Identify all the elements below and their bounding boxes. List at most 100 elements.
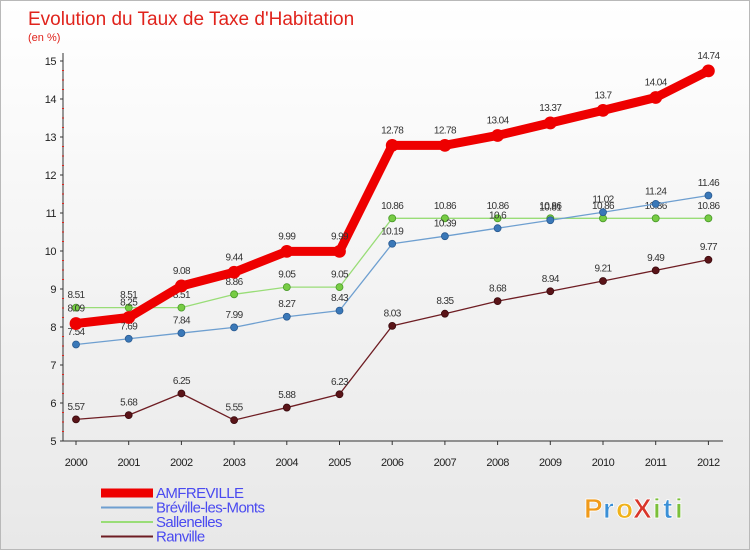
data-label-br-ville-les-monts: 11.02 [592, 195, 614, 206]
y-minor-tick [62, 155, 64, 157]
data-label-sallenelles: 8.51 [67, 290, 85, 301]
data-point-ranville [493, 297, 502, 306]
data-label-sallenelles: 8.51 [120, 290, 138, 301]
legend-label: Bréville-les-Monts [156, 500, 264, 517]
data-label-ranville: 8.03 [384, 308, 402, 319]
data-point-amfreville [333, 244, 346, 258]
data-label-br-ville-les-monts: 8.27 [278, 299, 296, 310]
data-point-sallenelles [388, 214, 397, 223]
y-minor-tick [62, 184, 64, 185]
data-point-ranville [440, 309, 449, 318]
y-tick-label: 8 [50, 322, 56, 334]
y-minor-tick [62, 412, 64, 413]
x-tick-label: 2008 [486, 457, 509, 469]
chart-subtitle: (en %) [28, 32, 60, 44]
y-minor-tick [62, 298, 64, 299]
data-label-amfreville: 13.7 [594, 90, 612, 101]
data-label-sallenelles: 8.86 [226, 277, 244, 288]
data-label-ranville: 6.25 [173, 376, 191, 387]
data-point-amfreville [702, 64, 715, 78]
x-tick-label: 2010 [592, 457, 615, 469]
data-point-ranville [388, 321, 397, 330]
y-minor-tick [62, 146, 64, 147]
logo-letter: o [616, 493, 634, 524]
data-point-br-ville-les-monts [440, 232, 449, 241]
y-minor-tick [62, 193, 64, 195]
data-point-amfreville [543, 116, 557, 130]
data-point-sallenelles [493, 214, 502, 223]
y-minor-tick [62, 117, 64, 119]
data-label-ranville: 9.77 [700, 242, 718, 253]
data-point-ranville [546, 287, 555, 296]
y-minor-tick [62, 127, 64, 128]
data-point-amfreville [385, 138, 399, 152]
chart-title: Evolution du Taux de Taxe d'Habitation [28, 9, 354, 30]
data-label-sallenelles: 10.86 [592, 201, 615, 212]
data-point-br-ville-les-monts [282, 312, 291, 321]
logo-letter: i [653, 493, 662, 524]
data-point-amfreville [280, 244, 294, 258]
data-point-sallenelles [335, 283, 344, 292]
data-label-sallenelles: 8.51 [173, 290, 191, 301]
y-minor-tick [62, 231, 64, 233]
y-minor-tick [62, 79, 64, 81]
series-line-ranville [75, 259, 710, 421]
data-point-amfreville [69, 317, 83, 330]
data-point-ranville [651, 266, 660, 275]
data-label-ranville: 9.21 [594, 264, 612, 275]
series-br-ville-les-monts: 7.547.697.847.998.278.4310.1910.3910.610… [67, 178, 721, 349]
data-label-br-ville-les-monts: 7.84 [173, 316, 191, 327]
y-minor-tick [62, 260, 64, 261]
data-label-amfreville: 9.44 [226, 252, 244, 263]
data-label-sallenelles: 9.05 [278, 270, 296, 281]
data-point-sallenelles [72, 303, 80, 312]
y-tick-label: 7 [50, 360, 56, 372]
data-label-ranville: 5.55 [226, 403, 244, 414]
series-layer: 5.57 5.68 6.25 5.55 5.88 6.23 8.03 8.35 8.68 8.94… [67, 51, 721, 425]
y-tick-label: 14 [45, 94, 57, 106]
data-point-sallenelles [651, 214, 660, 223]
data-label-br-ville-les-monts: 10.81 [539, 203, 562, 214]
y-tick-label: 15 [45, 56, 57, 68]
data-point-ranville [599, 277, 607, 285]
data-point-sallenelles [440, 214, 449, 223]
data-point-br-ville-les-monts [599, 208, 607, 217]
data-point-br-ville-les-monts [124, 334, 133, 343]
axes: 5 6 7 8 9 10 11 12 13 14 15 2000 2001 2002 2003 2004 200… [45, 53, 723, 469]
x-tick-label: 2003 [223, 457, 246, 469]
y-minor-tick [62, 279, 64, 280]
y-tick-label: 12 [45, 170, 57, 182]
data-label-br-ville-les-monts: 7.99 [226, 310, 244, 321]
x-tick-label: 2009 [539, 457, 562, 469]
x-tick-label: 2001 [117, 457, 140, 469]
logo-letter: i [675, 493, 684, 524]
data-label-sallenelles: 10.86 [487, 201, 510, 212]
data-label-br-ville-les-monts: 8.43 [331, 293, 349, 304]
y-tick-label: 10 [45, 246, 57, 258]
logo-letter: r [603, 493, 615, 524]
x-tick-label: 2004 [276, 457, 299, 469]
y-minor-tick [62, 421, 64, 423]
y-tick-label: 9 [50, 284, 56, 296]
data-label-br-ville-les-monts: 7.69 [120, 321, 138, 332]
data-label-br-ville-les-monts: 10.19 [381, 226, 404, 237]
data-point-ranville [282, 403, 291, 412]
data-label-ranville: 5.68 [120, 398, 138, 409]
data-label-amfreville: 13.37 [539, 103, 562, 114]
data-label-ranville: 8.94 [542, 274, 560, 285]
data-label-amfreville: 14.04 [645, 77, 668, 88]
data-label-br-ville-les-monts: 11.24 [645, 186, 667, 197]
data-point-sallenelles [704, 214, 713, 223]
data-label-amfreville: 14.74 [697, 51, 720, 62]
y-tick-label: 5 [50, 436, 56, 448]
data-point-ranville [72, 415, 80, 424]
legend-label: Sallenelles [156, 514, 222, 531]
data-label-sallenelles: 10.86 [697, 201, 720, 212]
data-point-br-ville-les-monts [546, 216, 555, 225]
data-point-sallenelles [177, 303, 186, 312]
data-label-ranville: 8.68 [489, 284, 507, 295]
data-point-amfreville [649, 91, 663, 104]
y-minor-tick [62, 431, 64, 432]
y-minor-tick [62, 355, 64, 356]
